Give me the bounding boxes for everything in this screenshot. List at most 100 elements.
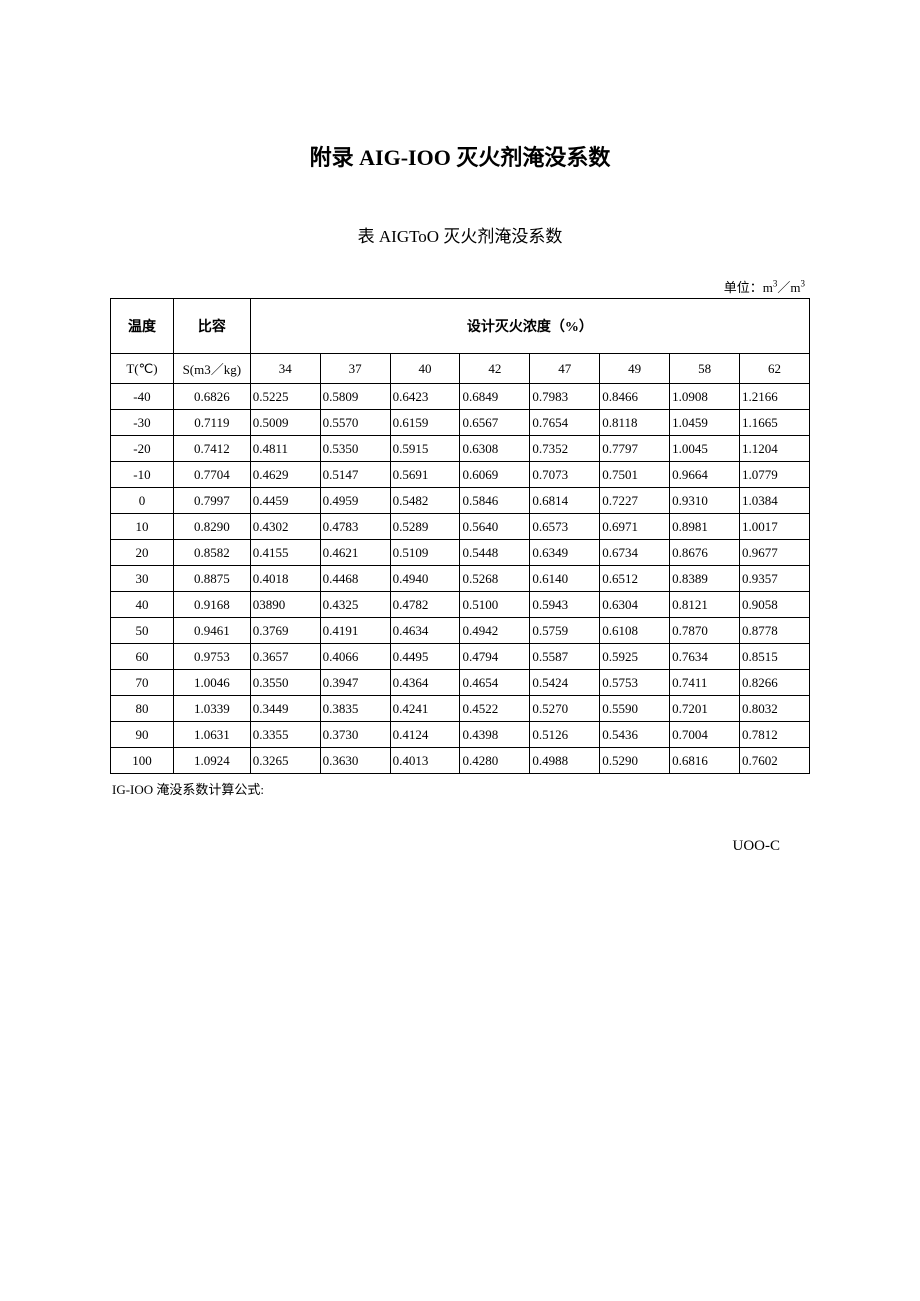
cell-value: 0.7797 <box>600 436 670 462</box>
header-sv-unit: S(m3／kg) <box>173 354 250 384</box>
cell-value: 0.4629 <box>250 462 320 488</box>
cell-value: 0.4018 <box>250 566 320 592</box>
cell-value: 0.8515 <box>740 644 810 670</box>
table-row: 600.97530.36570.40660.44950.47940.55870.… <box>111 644 810 670</box>
cell-value: 0.3947 <box>320 670 390 696</box>
cell-value: 0.5846 <box>460 488 530 514</box>
cell-temperature: 50 <box>111 618 174 644</box>
cell-value: 0.8266 <box>740 670 810 696</box>
cell-value: 0.4191 <box>320 618 390 644</box>
table-row: -400.68260.52250.58090.64230.68490.79830… <box>111 384 810 410</box>
cell-specific-volume: 0.8875 <box>173 566 250 592</box>
table-row: 801.03390.34490.38350.42410.45220.52700.… <box>111 696 810 722</box>
cell-temperature: 30 <box>111 566 174 592</box>
cell-value: 0.5759 <box>530 618 600 644</box>
cell-temperature: -20 <box>111 436 174 462</box>
cell-value: 0.7870 <box>670 618 740 644</box>
cell-value: 0.5270 <box>530 696 600 722</box>
cell-value: 1.1665 <box>740 410 810 436</box>
cell-value: 0.5290 <box>600 748 670 774</box>
cell-value: 0.5809 <box>320 384 390 410</box>
cell-value: 0.3730 <box>320 722 390 748</box>
cell-value: 0.8466 <box>600 384 670 410</box>
cell-value: 0.5225 <box>250 384 320 410</box>
cell-temperature: 70 <box>111 670 174 696</box>
cell-value: 0.5570 <box>320 410 390 436</box>
header-temp-unit: T(℃) <box>111 354 174 384</box>
header-concentration-col: 47 <box>530 354 600 384</box>
cell-value: 0.7654 <box>530 410 600 436</box>
cell-value: 0.6573 <box>530 514 600 540</box>
cell-value: 0.5753 <box>600 670 670 696</box>
cell-temperature: -10 <box>111 462 174 488</box>
cell-value: 0.8389 <box>670 566 740 592</box>
cell-value: 0.6108 <box>600 618 670 644</box>
cell-specific-volume: 1.0631 <box>173 722 250 748</box>
cell-value: 0.4013 <box>390 748 460 774</box>
header-temperature: 温度 <box>111 299 174 354</box>
cell-value: 0.4940 <box>390 566 460 592</box>
cell-value: 0.7004 <box>670 722 740 748</box>
cell-value: 0.3265 <box>250 748 320 774</box>
cell-temperature: -40 <box>111 384 174 410</box>
cell-value: 0.4811 <box>250 436 320 462</box>
cell-value: 0.3835 <box>320 696 390 722</box>
cell-value: 0.5009 <box>250 410 320 436</box>
cell-value: 0.4959 <box>320 488 390 514</box>
cell-temperature: 90 <box>111 722 174 748</box>
cell-value: 0.5590 <box>600 696 670 722</box>
cell-value: 0.4325 <box>320 592 390 618</box>
cell-value: 1.0017 <box>740 514 810 540</box>
cell-value: 03890 <box>250 592 320 618</box>
table-row: 1001.09240.32650.36300.40130.42800.49880… <box>111 748 810 774</box>
table-row: 701.00460.35500.39470.43640.46540.54240.… <box>111 670 810 696</box>
cell-value: 0.5289 <box>390 514 460 540</box>
cell-temperature: 80 <box>111 696 174 722</box>
cell-value: 0.4621 <box>320 540 390 566</box>
cell-value: 0.9357 <box>740 566 810 592</box>
cell-value: 0.7227 <box>600 488 670 514</box>
cell-temperature: -30 <box>111 410 174 436</box>
cell-value: 0.5109 <box>390 540 460 566</box>
cell-specific-volume: 0.9168 <box>173 592 250 618</box>
cell-value: 0.4634 <box>390 618 460 644</box>
cell-specific-volume: 1.0046 <box>173 670 250 696</box>
header-concentration-span: 设计灭火浓度（%） <box>250 299 809 354</box>
cell-value: 0.9058 <box>740 592 810 618</box>
cell-value: 0.3769 <box>250 618 320 644</box>
cell-value: 0.4066 <box>320 644 390 670</box>
cell-temperature: 0 <box>111 488 174 514</box>
cell-value: 0.6140 <box>530 566 600 592</box>
table-caption: 表 AIGToO 灭火剂淹没系数 <box>110 222 810 247</box>
cell-value: 0.5448 <box>460 540 530 566</box>
cell-temperature: 60 <box>111 644 174 670</box>
cell-value: 0.9310 <box>670 488 740 514</box>
cell-value: 1.1204 <box>740 436 810 462</box>
cell-value: 0.8676 <box>670 540 740 566</box>
formula-footnote: IG-IOO 淹没系数计算公式: <box>110 779 810 798</box>
main-title: 附录 AIG-IOO 灭火剂淹没系数 <box>110 140 810 172</box>
cell-value: 0.3449 <box>250 696 320 722</box>
table-row: 500.94610.37690.41910.46340.49420.57590.… <box>111 618 810 644</box>
cell-value: 0.4495 <box>390 644 460 670</box>
cell-value: 1.0045 <box>670 436 740 462</box>
cell-temperature: 100 <box>111 748 174 774</box>
table-row: 901.06310.33550.37300.41240.43980.51260.… <box>111 722 810 748</box>
cell-temperature: 20 <box>111 540 174 566</box>
table-row: -100.77040.46290.51470.56910.60690.70730… <box>111 462 810 488</box>
cell-value: 0.5147 <box>320 462 390 488</box>
cell-value: 0.7501 <box>600 462 670 488</box>
cell-value: 0.8032 <box>740 696 810 722</box>
cell-value: 0.6308 <box>460 436 530 462</box>
cell-value: 0.4794 <box>460 644 530 670</box>
cell-value: 0.5482 <box>390 488 460 514</box>
table-row: 400.9168038900.43250.47820.51000.59430.6… <box>111 592 810 618</box>
cell-value: 0.8981 <box>670 514 740 540</box>
header-specific-volume: 比容 <box>173 299 250 354</box>
cell-value: 0.6814 <box>530 488 600 514</box>
cell-value: 0.8118 <box>600 410 670 436</box>
cell-value: 0.6734 <box>600 540 670 566</box>
header-concentration-col: 62 <box>740 354 810 384</box>
cell-temperature: 10 <box>111 514 174 540</box>
table-row: -300.71190.50090.55700.61590.65670.76540… <box>111 410 810 436</box>
